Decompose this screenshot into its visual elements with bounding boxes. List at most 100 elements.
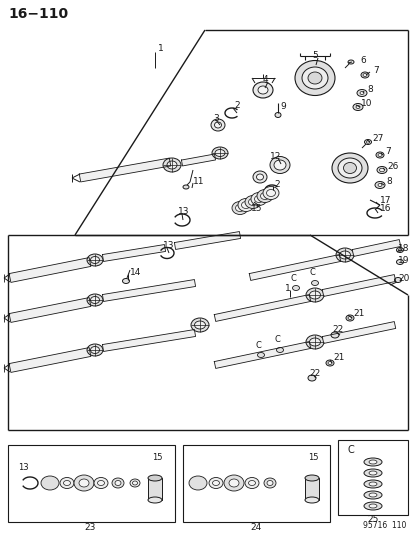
Text: 10: 10	[360, 99, 372, 108]
Ellipse shape	[262, 187, 278, 199]
Text: C: C	[273, 335, 279, 344]
Ellipse shape	[304, 475, 318, 481]
Ellipse shape	[325, 360, 333, 366]
Text: 5: 5	[311, 51, 317, 60]
Text: 11: 11	[192, 176, 204, 185]
Ellipse shape	[368, 460, 376, 464]
Text: 8: 8	[385, 176, 391, 185]
Text: 26: 26	[386, 161, 397, 171]
Polygon shape	[102, 245, 165, 262]
Ellipse shape	[94, 478, 108, 489]
Text: 24: 24	[250, 522, 261, 531]
Ellipse shape	[183, 185, 189, 189]
Text: 13: 13	[178, 206, 189, 215]
Ellipse shape	[311, 280, 318, 286]
Bar	[147, 478, 161, 500]
Text: 21: 21	[352, 309, 363, 318]
Polygon shape	[181, 154, 215, 166]
Ellipse shape	[363, 469, 381, 477]
Text: 4: 4	[261, 75, 267, 84]
Ellipse shape	[97, 481, 104, 486]
Ellipse shape	[304, 497, 318, 503]
Text: 12: 12	[270, 151, 281, 160]
Ellipse shape	[301, 67, 327, 89]
Ellipse shape	[235, 205, 244, 212]
Ellipse shape	[292, 286, 299, 290]
Ellipse shape	[254, 196, 263, 203]
Ellipse shape	[214, 149, 224, 157]
Ellipse shape	[209, 478, 223, 489]
Text: 16−110: 16−110	[8, 7, 68, 21]
Ellipse shape	[260, 192, 269, 199]
Ellipse shape	[363, 140, 370, 144]
Ellipse shape	[212, 481, 219, 486]
Ellipse shape	[363, 480, 381, 488]
Text: 22: 22	[309, 368, 320, 377]
Polygon shape	[9, 348, 91, 373]
Ellipse shape	[377, 183, 381, 187]
Ellipse shape	[309, 291, 320, 299]
Ellipse shape	[394, 278, 401, 282]
Polygon shape	[214, 342, 310, 368]
Ellipse shape	[274, 112, 280, 117]
Ellipse shape	[339, 251, 350, 259]
Ellipse shape	[276, 348, 283, 352]
Ellipse shape	[327, 361, 331, 365]
Ellipse shape	[305, 288, 323, 302]
Ellipse shape	[396, 260, 403, 264]
Ellipse shape	[241, 201, 250, 208]
Ellipse shape	[248, 198, 257, 206]
Polygon shape	[174, 231, 240, 249]
Polygon shape	[249, 255, 340, 280]
Ellipse shape	[244, 478, 259, 489]
Ellipse shape	[305, 335, 323, 349]
Ellipse shape	[375, 152, 383, 158]
Ellipse shape	[256, 190, 272, 203]
Polygon shape	[321, 274, 395, 296]
Ellipse shape	[343, 163, 356, 174]
Text: 3: 3	[212, 114, 218, 123]
Ellipse shape	[269, 157, 289, 174]
Ellipse shape	[309, 338, 320, 346]
Text: 2: 2	[273, 180, 279, 189]
Ellipse shape	[252, 82, 272, 98]
Text: 6: 6	[359, 55, 365, 64]
Ellipse shape	[307, 375, 315, 381]
Ellipse shape	[231, 201, 247, 214]
Text: 7: 7	[384, 147, 390, 156]
Ellipse shape	[194, 321, 205, 329]
Ellipse shape	[376, 166, 386, 174]
Text: 1: 1	[158, 44, 164, 52]
Ellipse shape	[363, 491, 381, 499]
Ellipse shape	[90, 256, 99, 263]
Ellipse shape	[257, 352, 264, 358]
Bar	[337, 440, 407, 515]
Text: 13: 13	[18, 463, 28, 472]
Ellipse shape	[237, 198, 254, 212]
Ellipse shape	[347, 317, 351, 319]
Ellipse shape	[74, 475, 94, 491]
Text: 15: 15	[152, 454, 162, 463]
Ellipse shape	[130, 479, 140, 487]
Ellipse shape	[368, 471, 376, 475]
Ellipse shape	[355, 106, 359, 109]
Text: 21: 21	[332, 353, 344, 362]
Text: 95716  110: 95716 110	[362, 521, 405, 530]
Bar	[183, 445, 329, 522]
Ellipse shape	[366, 141, 369, 143]
Text: 15: 15	[251, 204, 262, 213]
Ellipse shape	[189, 476, 206, 490]
Ellipse shape	[356, 90, 366, 96]
Ellipse shape	[307, 72, 321, 84]
Text: C: C	[309, 268, 314, 277]
Ellipse shape	[90, 346, 99, 353]
Text: 19: 19	[397, 255, 408, 264]
Ellipse shape	[379, 168, 384, 172]
Ellipse shape	[122, 279, 129, 284]
Ellipse shape	[368, 482, 376, 486]
Bar	[304, 478, 318, 500]
Ellipse shape	[337, 158, 361, 178]
Ellipse shape	[347, 60, 353, 64]
Polygon shape	[9, 297, 91, 322]
Ellipse shape	[214, 122, 221, 128]
